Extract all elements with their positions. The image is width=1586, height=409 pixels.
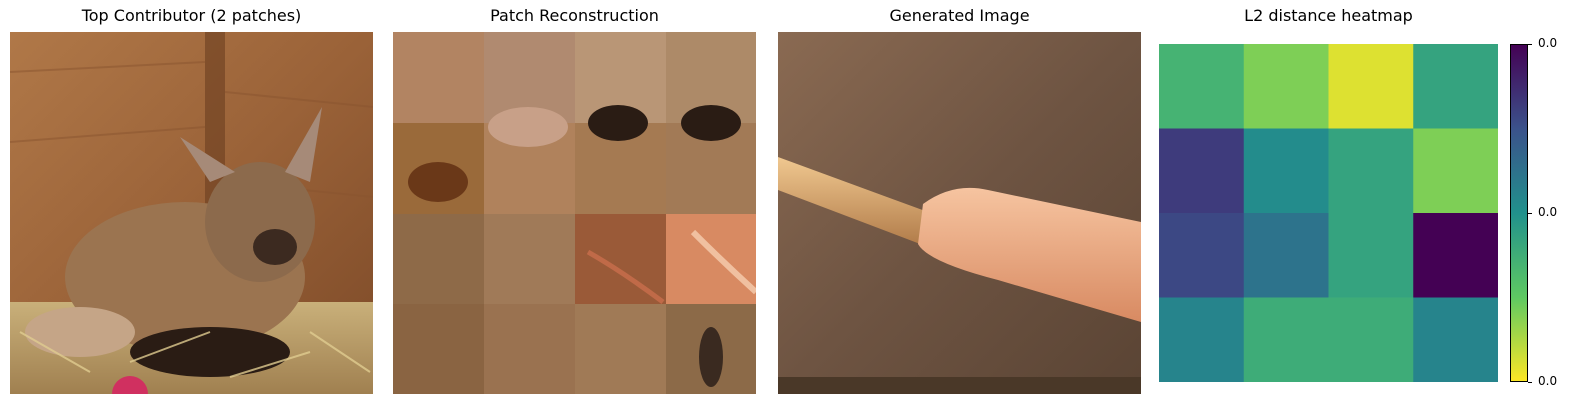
colorbar-tick-label: 0.0 <box>1538 205 1558 219</box>
heatmap-cell-r1-c0 <box>1159 128 1245 214</box>
heatmap-cell-r3-c0 <box>1159 297 1245 382</box>
heatmap-cell-r0-c2 <box>1328 44 1414 129</box>
heatmap-cell-r2-c2 <box>1328 213 1414 298</box>
heatmap-cell-r0-c1 <box>1243 44 1329 129</box>
colorbar-tick-mark <box>1528 213 1532 214</box>
colorbar <box>1510 44 1528 382</box>
heatmap-cell-r0-c3 <box>1413 44 1498 129</box>
contributor-image <box>10 32 373 394</box>
reconstruction-image <box>393 32 756 394</box>
heatmap-cell-r2-c0 <box>1159 213 1245 298</box>
heatmap-title: L2 distance heatmap <box>1244 6 1413 25</box>
contributor-title: Top Contributor (2 patches) <box>81 6 302 25</box>
heatmap-cell-r2-c1 <box>1243 213 1329 298</box>
generated-title: Generated Image <box>889 6 1030 25</box>
reconstruction-title: Patch Reconstruction <box>490 6 659 25</box>
colorbar-tick-label: 0.0 <box>1538 36 1558 50</box>
heatmap-cell-r3-c1 <box>1243 297 1329 382</box>
heatmap-cell-r3-c2 <box>1328 297 1414 382</box>
heatmap-cell-r0-c0 <box>1159 44 1245 129</box>
heatmap-cell-r2-c3 <box>1413 213 1498 298</box>
heatmap-cell-r1-c2 <box>1328 128 1414 214</box>
heatmap-cell-r1-c1 <box>1243 128 1329 214</box>
colorbar-tick-mark <box>1528 382 1532 383</box>
colorbar-tick-label: 0.0 <box>1538 374 1558 388</box>
colorbar-tick-mark <box>1528 44 1532 45</box>
heatmap-cell-r1-c3 <box>1413 128 1498 214</box>
generated-image <box>778 32 1141 394</box>
heatmap-chart <box>1159 44 1498 382</box>
heatmap-cell-r3-c3 <box>1413 297 1498 382</box>
